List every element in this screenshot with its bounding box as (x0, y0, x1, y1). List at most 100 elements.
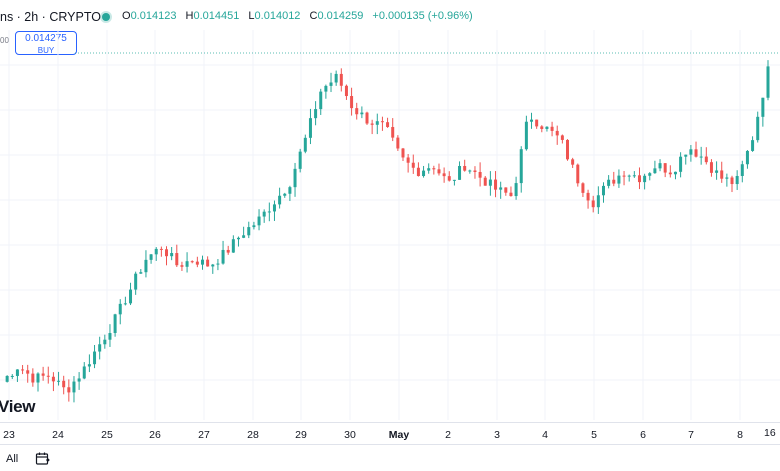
candle-body (422, 170, 426, 177)
tradingview-watermark: View (0, 397, 36, 416)
candle-body (545, 126, 549, 129)
candle-body (653, 168, 657, 174)
candle-body (123, 303, 127, 305)
close-value: 0.014259 (317, 10, 364, 22)
candle-body (401, 148, 405, 158)
candle-body (46, 375, 50, 377)
candle-body (396, 137, 400, 149)
candle-body (483, 177, 487, 186)
candle-body (283, 193, 287, 196)
open-value: 0.014123 (130, 10, 177, 22)
buy-button[interactable]: 0.014275 BUY (15, 31, 77, 55)
candle-body (41, 373, 45, 376)
candle-body (715, 170, 719, 173)
candle-body (627, 175, 631, 177)
high-key: H (185, 10, 194, 22)
bottom-toolbar: All (0, 444, 780, 471)
candle-body (524, 121, 528, 150)
open-key: O (122, 10, 131, 22)
candle-body (601, 185, 605, 196)
change-value: +0.000135 (+0.96%) (372, 10, 473, 22)
candle-body (694, 149, 698, 157)
candle-body (478, 171, 482, 178)
candle-body (108, 333, 112, 340)
time-tick-label: 29 (295, 429, 307, 441)
candle-body (139, 272, 143, 274)
time-tick-label: 23 (3, 429, 15, 441)
candle-body (560, 135, 564, 140)
time-tick-label: 4 (542, 429, 548, 441)
time-tick-label: 25 (101, 429, 113, 441)
candle-body (231, 239, 235, 253)
candle-body (725, 177, 729, 179)
candle-body (596, 195, 600, 208)
candle-body (93, 351, 97, 365)
time-tick-label: May (388, 429, 410, 441)
high-value: 0.014451 (193, 10, 240, 22)
candle-body (555, 130, 559, 136)
candle-body (370, 123, 374, 125)
candle-body (175, 253, 179, 266)
candle-body (190, 261, 194, 263)
candle-body (735, 175, 739, 185)
candle-body (494, 179, 498, 190)
low-value: 0.014012 (254, 10, 301, 22)
time-axis[interactable]: 23 24 25 26 27 28 29 30 May 2 3 4 5 6 7 8 (0, 422, 780, 445)
candle-body (87, 364, 91, 367)
candle-body (622, 175, 626, 177)
candle-body (504, 187, 508, 193)
candle-body (704, 156, 708, 163)
candle-body (185, 261, 189, 267)
candle-body (21, 369, 25, 371)
candle-body (473, 170, 477, 172)
candle-body (293, 168, 297, 188)
candle-body (684, 154, 688, 157)
time-tick-label: 7 (688, 429, 694, 441)
candle-body (118, 303, 122, 315)
candle-body (468, 170, 472, 172)
range-all-button[interactable]: All (6, 453, 19, 465)
candle-body (591, 200, 595, 208)
buy-label: BUY (37, 46, 55, 55)
time-tick-label: 6 (640, 429, 646, 441)
candle-body (159, 248, 163, 250)
time-axis-end-label: 16 (764, 427, 776, 439)
candle-body (463, 165, 467, 171)
candle-body (756, 116, 760, 141)
candle-body (154, 248, 158, 255)
candle-body (144, 259, 148, 273)
symbol-title[interactable]: ns · 2h · CRYPTO (0, 10, 101, 24)
candle-body (730, 177, 734, 185)
time-tick-label: 28 (247, 429, 259, 441)
candle-body (72, 381, 76, 393)
candle-body (427, 168, 431, 171)
calendar-icon[interactable] (35, 451, 51, 467)
candle-body (499, 187, 503, 190)
candle-body (643, 175, 647, 183)
candle-body (267, 211, 271, 213)
candle-body (663, 163, 667, 173)
candle-body (165, 249, 169, 257)
candle-body (375, 121, 379, 125)
candle-body (314, 109, 318, 119)
candle-body (82, 366, 86, 379)
candle-body (673, 171, 677, 175)
candle-body (355, 108, 359, 115)
candle-body (452, 179, 456, 181)
candle-body (211, 264, 215, 267)
candle-body (195, 261, 199, 265)
candle-body (288, 187, 292, 194)
candle-body (535, 119, 539, 127)
candle-body (170, 253, 174, 257)
candle-body (648, 173, 652, 176)
candle-body (581, 183, 585, 193)
time-tick-label: 26 (149, 429, 161, 441)
candle-body (226, 249, 230, 253)
candle-body (607, 179, 611, 186)
time-tick-label: 5 (591, 429, 597, 441)
candlestick-chart[interactable] (0, 0, 780, 422)
candle-body (709, 162, 713, 173)
candle-body (437, 169, 441, 174)
candle-body (31, 373, 35, 383)
candle-body (617, 175, 621, 184)
